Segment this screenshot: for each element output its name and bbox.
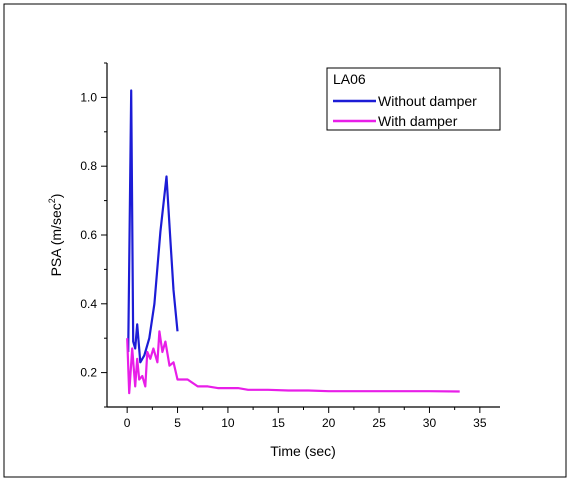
y-tick-label: 0.4 [80,297,97,311]
x-axis-label: Time (sec) [270,443,336,459]
plot-lines [126,89,460,395]
x-tick-label: 0 [124,416,131,430]
x-ticks: 0 5 10 15 20 25 30 35 [124,407,487,430]
y-ticks: 0.2 0.4 0.6 0.8 1.0 [80,62,107,408]
legend-box [326,67,501,131]
x-tick-label: 30 [423,416,437,430]
x-tick-label: 5 [174,416,181,430]
legend-label-without-damper: Without damper [378,93,477,109]
y-tick-label: 0.6 [80,228,97,242]
x-tick-label: 25 [372,416,386,430]
legend-label-with-damper: With damper [378,113,458,129]
x-tick-label: 20 [322,416,336,430]
legend: LA06 Without damper With damper [326,67,501,131]
x-tick-label: 10 [221,416,235,430]
y-tick-label: 0.2 [80,366,97,380]
y-axis-label: PSA (m/sec2) [47,194,64,277]
y-tick-label: 1.0 [80,90,97,104]
series-line-without-damper [127,89,179,364]
y-tick-label: 0.8 [80,159,97,173]
x-tick-label: 35 [473,416,487,430]
x-tick-label: 15 [272,416,286,430]
y-axis-label-main: PSA (m/sec [48,203,64,276]
y-axis-label-superscript: 2 [47,198,57,203]
legend-title: LA06 [333,71,366,87]
series-line-with-damper [126,330,460,395]
y-axis-label-close: ) [48,194,64,199]
